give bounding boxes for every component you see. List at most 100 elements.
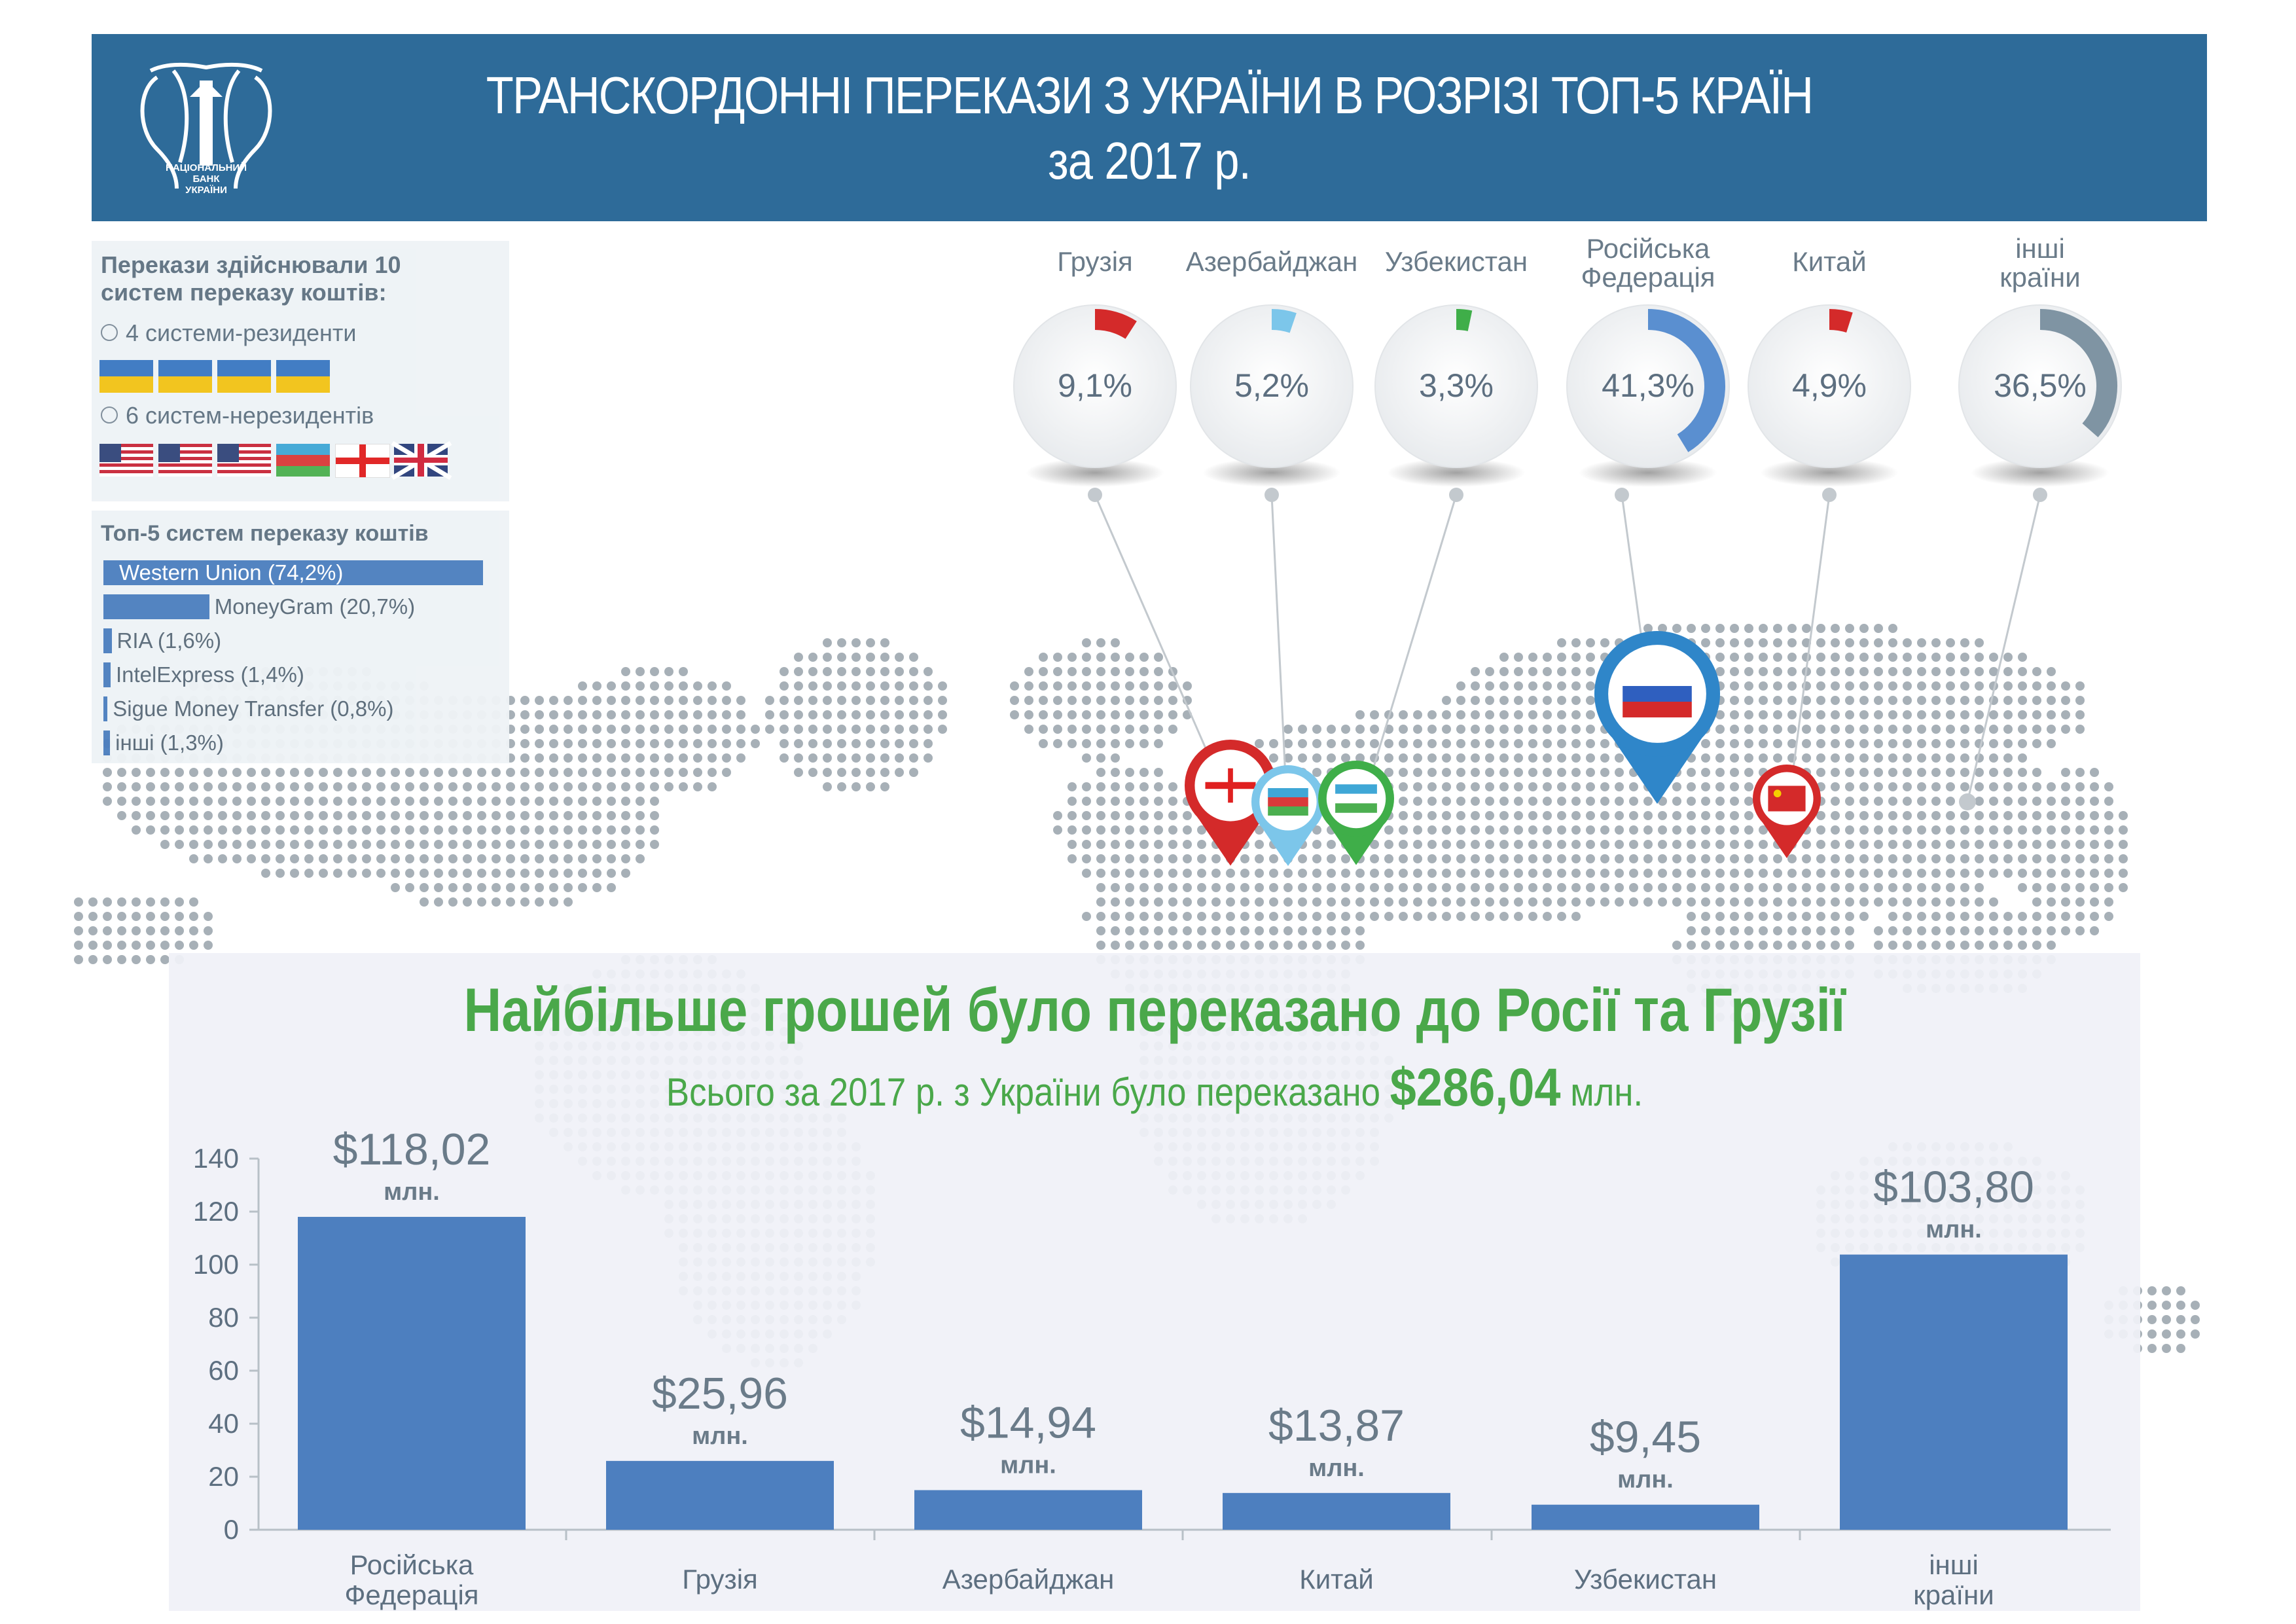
donut-value-label: 9,1%: [1058, 367, 1132, 404]
bar-value-label: $13,87: [1268, 1401, 1405, 1451]
system-share-label: інші (1,3%): [115, 731, 224, 755]
georgia-flag-icon: [335, 444, 390, 478]
china-map-pin: [1753, 765, 1821, 858]
donut-disc: [1374, 304, 1538, 468]
system-share-label: Western Union (74,2%): [119, 560, 344, 585]
connector-dot: [1822, 488, 1837, 502]
usa-flag-icon: [99, 444, 153, 477]
y-tick-label: 80: [208, 1302, 239, 1333]
bar: [1223, 1492, 1450, 1530]
bar: [914, 1490, 1142, 1530]
nbu-logo-icon: [140, 62, 272, 189]
bar-value-label: $25,96: [652, 1369, 788, 1418]
system-share-label: Sigue Money Transfer (0,8%): [113, 696, 394, 721]
system-share-bar: [103, 628, 112, 653]
donut-shadow: [1387, 458, 1526, 487]
donut-country-label: Узбекистан: [1384, 246, 1528, 277]
donut-value-label: 3,3%: [1419, 367, 1494, 404]
globe-icon: [101, 324, 118, 342]
donut-disc: [1190, 304, 1354, 468]
y-tick-label: 60: [208, 1355, 239, 1386]
connector-line: [1785, 494, 1831, 819]
system-share-bar: [103, 560, 483, 585]
system-share-label: MoneyGram (20,7%): [214, 594, 416, 619]
subline-prefix: Всього за 2017 р. з України було переказ…: [666, 1070, 1390, 1114]
bar: [1532, 1504, 1759, 1530]
top5-systems-panel: Топ-5 систем переказу коштів Western Uni…: [92, 511, 509, 763]
x-category-label: Російська Федерація: [344, 1549, 478, 1610]
donut-disc: [1748, 304, 1911, 468]
donut-share-arc: [1647, 309, 1725, 452]
logo-caption-line2: БАНК: [192, 173, 220, 185]
donut-country-label: Грузія: [1057, 246, 1133, 277]
russia-map-pin: [1594, 631, 1720, 804]
systems-panel-title-line1: Перекази здійснювали 10: [101, 251, 401, 278]
ukraine-flag-icon: [158, 360, 212, 393]
usa-flag-icon: [158, 444, 212, 477]
nonresidents-row: 6 систем-нерезидентів: [101, 402, 374, 429]
page-title-line1: ТРАНСКОРДОННІ ПЕРЕКАЗИ З УКРАЇНИ В РОЗРІ…: [486, 66, 1814, 124]
uk-flag-icon: [391, 441, 452, 480]
donut-value-label: 36,5%: [1994, 367, 2087, 404]
donut-shadow: [1026, 458, 1164, 487]
donut-share-arc: [1094, 309, 1137, 339]
donut-shadow: [1971, 458, 2109, 487]
connector-dot: [1615, 488, 1629, 502]
bar: [606, 1460, 834, 1530]
bar-unit-label: млн.: [1926, 1216, 1982, 1244]
donut-value-label: 5,2%: [1234, 367, 1309, 404]
nonresidents-label: 6 систем-нерезидентів: [126, 402, 374, 429]
subline-amount: $286,04: [1390, 1058, 1561, 1117]
donut-shadow: [1202, 458, 1341, 487]
x-category-label: інші країни: [1913, 1549, 1994, 1610]
systems-count-panel: Перекази здійснювали 10 систем переказу …: [92, 241, 509, 501]
donut-shadow: [1760, 458, 1899, 487]
bar: [1840, 1254, 2068, 1530]
bar-unit-label: млн.: [692, 1422, 748, 1450]
systems-panel-title-line2: систем переказу коштів:: [101, 279, 387, 306]
connector-end-dot: [1959, 793, 1976, 810]
donut-share-arc: [2039, 309, 2117, 438]
donut-share-arc: [1829, 309, 1853, 333]
bar-unit-label: млн.: [1617, 1466, 1674, 1494]
y-tick-label: 120: [193, 1196, 239, 1227]
system-share-bar: [103, 594, 209, 619]
uzbekistan-map-pin: [1318, 761, 1394, 865]
connector-dot: [1449, 488, 1463, 502]
donut-shadow: [1579, 458, 1717, 487]
azerbaijan-map-pin: [1251, 765, 1325, 866]
header-banner: НАЦІОНАЛЬНИЙ БАНК УКРАЇНИ ТРАНСКОРДОННІ …: [92, 34, 2207, 221]
x-category-label: Азербайджан: [942, 1564, 1115, 1595]
donut-country-label: Азербайджан: [1185, 246, 1358, 277]
system-share-label: IntelExpress (1,4%): [115, 662, 304, 687]
ukraine-flag-icon: [99, 360, 153, 393]
y-tick-label: 140: [193, 1143, 239, 1174]
connector-dot: [2033, 488, 2047, 502]
ukraine-flag-icon: [217, 360, 271, 393]
donut-country-label: інші країни: [2000, 233, 2081, 293]
connector-dot: [1088, 488, 1102, 502]
logo-caption: НАЦІОНАЛЬНИЙ БАНК УКРАЇНИ: [111, 162, 301, 196]
system-share-label: RIA (1,6%): [117, 628, 222, 653]
system-share-bar: [103, 662, 111, 687]
system-share-bar: [103, 731, 111, 755]
residents-label: 4 системи-резиденти: [126, 319, 357, 346]
donut-disc: [1013, 304, 1177, 468]
y-tick-label: 0: [224, 1514, 239, 1545]
donut-country-label: Російська Федерація: [1581, 233, 1715, 293]
chart-subline: Всього за 2017 р. з України було переказ…: [287, 1061, 2022, 1119]
connector-dot: [1265, 488, 1279, 502]
donut-share-arc: [1271, 309, 1297, 333]
page-title-line2: за 2017 р.: [1048, 132, 1251, 190]
usa-flag-icon: [217, 444, 271, 477]
x-category-label: Узбекистан: [1574, 1564, 1717, 1595]
y-tick-label: 40: [208, 1408, 239, 1439]
bar-unit-label: млн.: [1308, 1454, 1365, 1482]
bar-value-label: $103,80: [1873, 1163, 2034, 1212]
bar-unit-label: млн.: [384, 1178, 440, 1206]
donut-value-label: 4,9%: [1792, 367, 1867, 404]
connector-line: [1966, 494, 2041, 803]
bar-value-label: $118,02: [333, 1125, 491, 1174]
y-tick-label: 100: [193, 1249, 239, 1280]
